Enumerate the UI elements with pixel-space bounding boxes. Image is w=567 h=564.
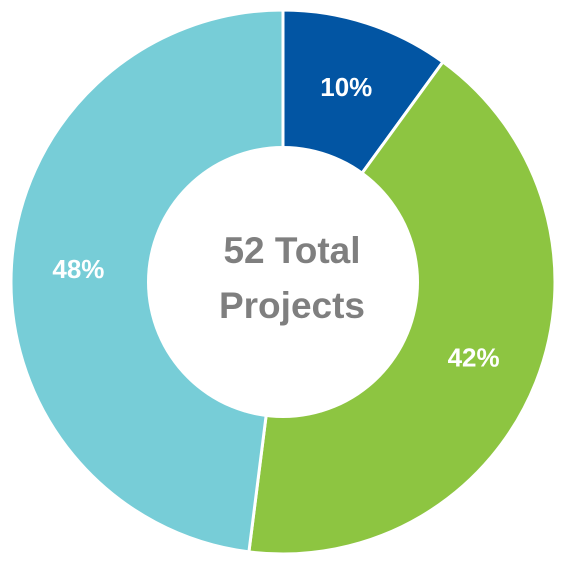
donut-hole [147,146,419,418]
center-title-line-1: 52 Total [223,230,360,271]
slice-labels-group: 10% 42% 48% [52,72,499,373]
slice-label-48pct: 48% [52,254,104,284]
center-title-line-2: Projects [219,285,365,326]
slice-label-10pct: 10% [320,72,372,102]
slice-label-42pct: 42% [448,343,500,373]
